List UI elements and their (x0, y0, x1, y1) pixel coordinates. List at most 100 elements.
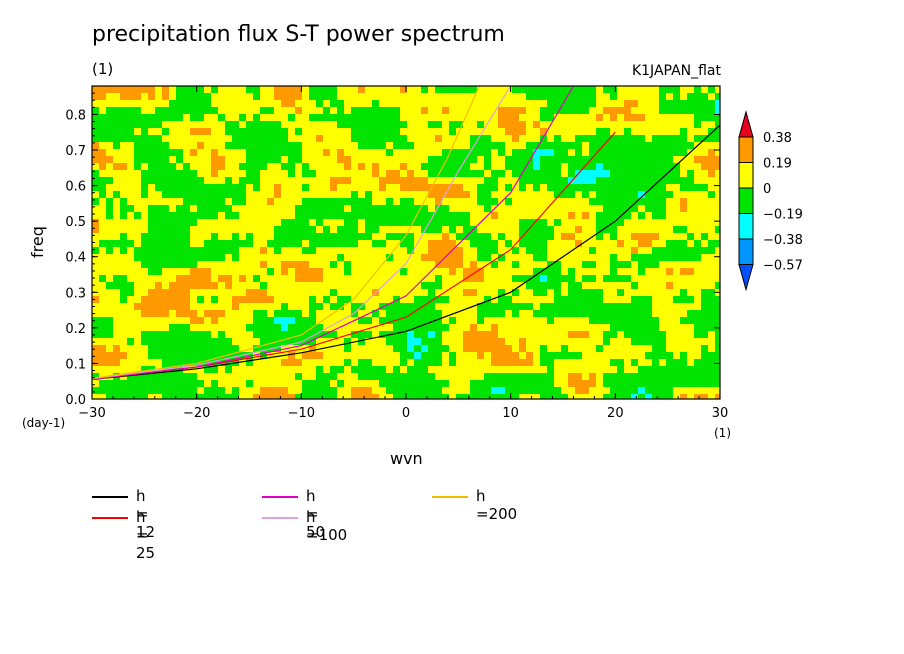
contour-cell (92, 324, 100, 332)
contour-cell (99, 338, 107, 346)
contour-cell (148, 212, 156, 220)
contour-cell (344, 212, 352, 220)
contour-cell (302, 247, 310, 255)
contour-cell (281, 289, 289, 297)
colorbar-segment (738, 187, 754, 214)
contour-cell (533, 394, 541, 399)
contour-cell (190, 394, 198, 399)
contour-cell (519, 268, 527, 276)
contour-cell (274, 121, 282, 129)
contour-cell (246, 226, 254, 234)
contour-cell (659, 387, 667, 395)
contour-cell (379, 310, 387, 318)
contour-cell (141, 324, 149, 332)
contour-cell (638, 380, 646, 388)
contour-cell (687, 345, 695, 353)
contour-cell (134, 352, 142, 360)
contour-cell (610, 219, 618, 227)
contour-cell (155, 331, 163, 339)
contour-cell (477, 387, 485, 395)
contour-cell (701, 191, 709, 199)
contour-cell (295, 233, 303, 241)
contour-cell (344, 345, 352, 353)
contour-cell (456, 233, 464, 241)
contour-cell (351, 142, 359, 150)
contour-cell (603, 254, 611, 262)
contour-cell (400, 275, 408, 283)
contour-cell (610, 93, 618, 101)
contour-cell (694, 177, 702, 185)
contour-cell (127, 380, 135, 388)
contour-cell (484, 317, 492, 325)
contour-cell (687, 324, 695, 332)
contour-cell (372, 338, 380, 346)
contour-cell (358, 135, 366, 143)
contour-cell (309, 317, 317, 325)
colorbar-label: 0.19 (763, 157, 792, 172)
contour-cell (694, 387, 702, 395)
contour-cell (400, 359, 408, 367)
contour-cell (302, 226, 310, 234)
contour-cell (358, 380, 366, 388)
contour-cell (533, 345, 541, 353)
contour-cell (169, 373, 177, 381)
contour-cell (176, 198, 184, 206)
contour-cell (393, 310, 401, 318)
contour-cell (638, 198, 646, 206)
contour-cell (246, 261, 254, 269)
contour-cell (603, 317, 611, 325)
contour-cell (498, 359, 506, 367)
contour-cell (491, 289, 499, 297)
contour-cell (582, 219, 590, 227)
contour-cell (491, 317, 499, 325)
contour-cell (155, 191, 163, 199)
contour-cell (680, 226, 688, 234)
contour-cell (232, 338, 240, 346)
contour-cell (666, 170, 674, 178)
contour-cell (526, 128, 534, 136)
contour-cell (197, 324, 205, 332)
contour-cell (701, 177, 709, 185)
contour-cell (134, 163, 142, 171)
contour-cell (701, 142, 709, 150)
contour-cell (610, 226, 618, 234)
contour-cell (232, 247, 240, 255)
contour-cell (190, 352, 198, 360)
contour-cell (533, 114, 541, 122)
contour-cell (666, 163, 674, 171)
contour-cell (99, 310, 107, 318)
contour-cell (596, 296, 604, 304)
contour-cell (715, 212, 720, 220)
contour-cell (694, 128, 702, 136)
contour-cell (673, 170, 681, 178)
contour-cell (456, 226, 464, 234)
contour-cell (232, 387, 240, 395)
contour-cell (715, 135, 720, 143)
contour-cell (393, 380, 401, 388)
contour-cell (113, 184, 121, 192)
contour-cell (694, 303, 702, 311)
contour-cell (337, 170, 345, 178)
contour-cell (204, 128, 212, 136)
contour-cell (246, 100, 254, 108)
contour-cell (505, 254, 513, 262)
contour-cell (400, 387, 408, 395)
contour-cell (512, 128, 520, 136)
contour-cell (596, 93, 604, 101)
contour-cell (316, 254, 324, 262)
contour-cell (617, 282, 625, 290)
contour-cell (708, 366, 716, 374)
contour-cell (386, 324, 394, 332)
contour-cell (442, 366, 450, 374)
contour-cell (183, 303, 191, 311)
contour-cell (141, 254, 149, 262)
contour-cell (554, 331, 562, 339)
contour-cell (302, 184, 310, 192)
contour-cell (92, 114, 100, 122)
contour-cell (113, 163, 121, 171)
contour-cell (393, 317, 401, 325)
contour-cell (470, 233, 478, 241)
contour-cell (708, 303, 716, 311)
contour-cell (512, 387, 520, 395)
contour-cell (400, 289, 408, 297)
